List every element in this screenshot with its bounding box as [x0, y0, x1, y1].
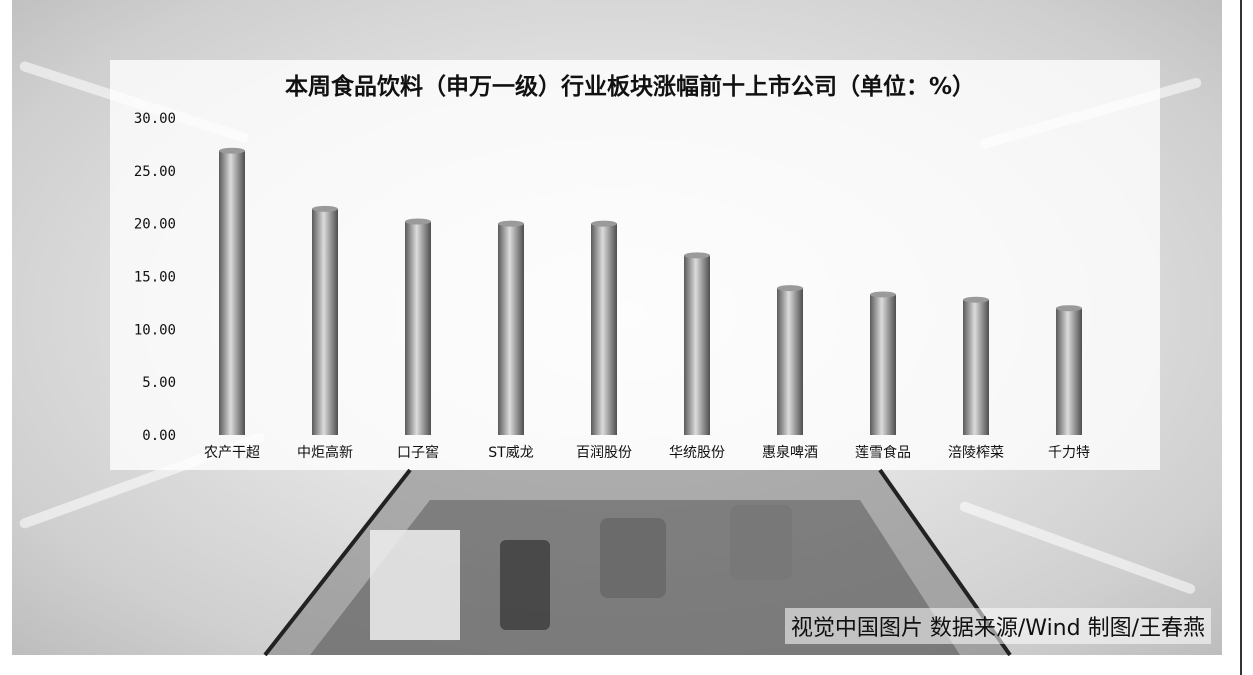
- bar: [498, 223, 524, 435]
- bar-cap: [405, 218, 431, 225]
- bar-cap: [219, 147, 245, 154]
- bar-cap: [777, 285, 803, 292]
- bar-cap: [498, 220, 524, 227]
- bar-cap: [963, 296, 989, 303]
- y-tick-label: 10.00: [134, 322, 176, 338]
- x-tick-label: ST威龙: [488, 445, 533, 461]
- x-tick-label: 惠泉啤酒: [762, 444, 818, 461]
- bar: [312, 208, 338, 435]
- image-credit-caption: 视觉中国图片 数据来源/Wind 制图/王春燕: [784, 608, 1211, 644]
- y-tick-label: 15.00: [134, 270, 176, 286]
- bar: [870, 294, 896, 435]
- y-tick-label: 5.00: [142, 375, 176, 391]
- y-tick-label: 25.00: [134, 164, 176, 180]
- y-tick-label: 30.00: [134, 111, 176, 127]
- bar: [777, 288, 803, 435]
- bar-cap: [312, 205, 338, 212]
- x-tick-label: 莲雪食品: [855, 444, 911, 461]
- bar: [219, 150, 245, 436]
- x-tick-label: 华统股份: [669, 445, 725, 461]
- bar: [963, 299, 989, 435]
- x-tick-label: 千力特: [1048, 445, 1090, 461]
- bar: [405, 221, 431, 435]
- y-tick-label: 20.00: [134, 217, 176, 233]
- chart-title: 本周食品饮料（申万一级）行业板块涨幅前十上市公司（单位：%）: [285, 73, 975, 100]
- x-axis: 农产干超 中炬高新 口子窖 ST威龙 百润股份 华统股份 惠泉啤酒 莲雪食品 涪陵榨菜 千力特: [204, 444, 1090, 461]
- x-tick-label: 百润股份: [576, 445, 632, 461]
- page-edge-line: [1240, 0, 1242, 675]
- x-tick-label: 涪陵榨菜: [948, 444, 1004, 461]
- bar-cap: [684, 252, 710, 259]
- bar-cap: [1056, 305, 1082, 312]
- x-tick-label: 口子窖: [397, 444, 439, 461]
- bar: [1056, 308, 1082, 435]
- bar-cap: [591, 220, 617, 227]
- y-axis: 0.00 5.00 10.00 15.00 20.00 25.00 30.00: [134, 111, 176, 444]
- x-tick-label: 中炬高新: [297, 444, 353, 461]
- bar-cap: [870, 291, 896, 298]
- bar: [591, 223, 617, 435]
- bars: [219, 147, 1082, 436]
- y-tick-label: 0.00: [142, 428, 176, 444]
- x-tick-label: 农产干超: [204, 445, 260, 461]
- bar: [684, 255, 710, 435]
